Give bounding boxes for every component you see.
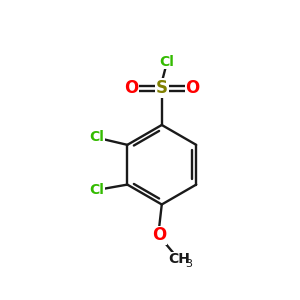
Text: 3: 3 [185,259,192,269]
Text: CH: CH [169,252,190,266]
Text: O: O [152,226,166,244]
Text: O: O [186,79,200,97]
Text: O: O [124,79,138,97]
Text: S: S [156,79,168,97]
Text: Cl: Cl [89,130,104,145]
Text: Cl: Cl [159,55,174,69]
Text: Cl: Cl [89,184,104,197]
